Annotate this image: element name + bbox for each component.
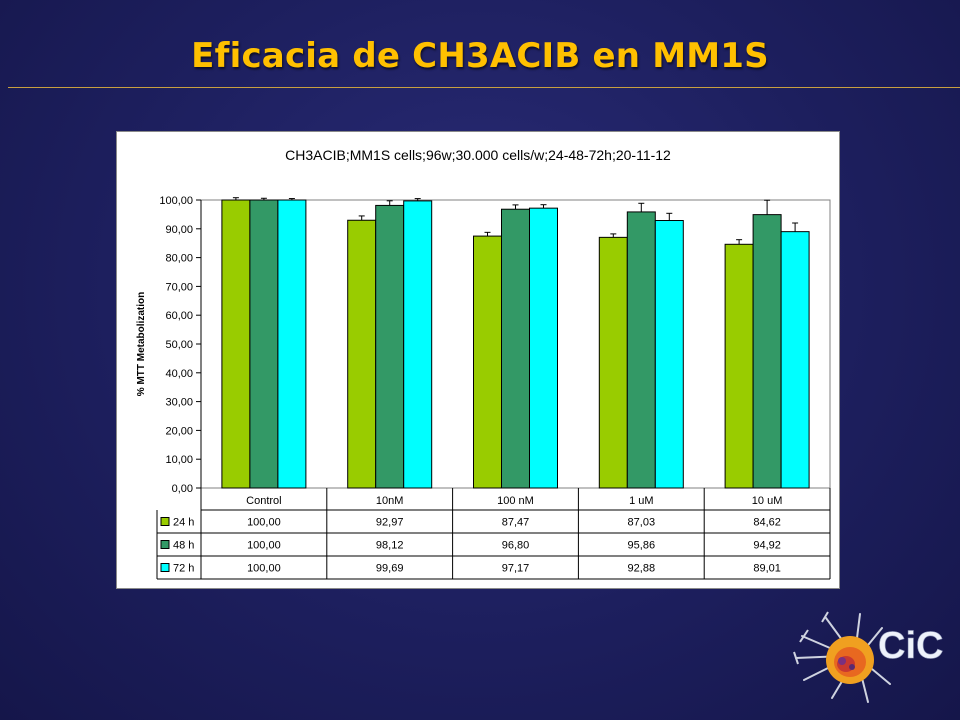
y-tick-label: 50,00 [165,339,193,351]
bar [626,211,656,489]
bar [598,236,628,489]
slide-title: Eficacia de CH3ACIB en MM1S [191,36,769,76]
chart-title: CH3ACIB;MM1S cells;96w;30.000 cells/w;24… [285,147,671,163]
y-tick-label: 90,00 [165,224,193,236]
data-label: 92,88 [628,563,656,575]
legend-label: 48 h [173,540,194,552]
bar [473,235,502,489]
y-tick-label: 80,00 [165,253,193,265]
bar [403,200,433,489]
bar [501,208,530,489]
y-tick-label: 60,00 [165,310,193,322]
data-label: 94,92 [753,540,781,552]
chart-svg: CH3ACIB;MM1S cells;96w;30.000 cells/w;24… [136,147,831,580]
legend-label: 72 h [173,563,194,575]
bar [654,220,684,489]
bar [724,243,754,489]
data-label: 96,80 [502,540,530,552]
bar [347,219,377,489]
bar [529,207,558,489]
data-label: 97,17 [502,563,530,575]
y-tick-label: 100,00 [159,195,193,207]
data-label: 99,69 [376,563,404,575]
y-tick-label: 70,00 [165,281,193,293]
bar [780,231,810,489]
data-label: 98,12 [376,540,404,552]
data-label: 95,86 [628,540,656,552]
category-label: 100 nM [497,495,534,507]
title-divider [8,87,960,88]
bar [752,214,782,489]
bar [375,204,405,489]
category-label: Control [246,495,281,507]
data-label: 87,47 [502,517,530,529]
data-label: 100,00 [247,517,281,529]
data-label: 92,97 [376,517,404,529]
cic-logo: CiC [793,611,944,703]
category-label: 10nM [376,495,404,507]
y-tick-label: 10,00 [165,454,193,466]
data-label: 100,00 [247,563,281,575]
y-tick-label: 20,00 [165,425,193,437]
y-tick-label: 40,00 [165,368,193,380]
data-label: 84,62 [753,517,781,529]
legend-swatch [160,540,170,549]
cancer-cell-logo-icon [793,611,891,703]
category-label: 10 uM [752,495,783,507]
chart-panel: CH3ACIB;MM1S cells;96w;30.000 cells/w;24… [116,131,840,589]
logo-text: CiC [878,625,943,667]
y-axis-label: % MTT Metabolization [136,292,147,396]
y-tick-label: 0,00 [172,483,193,495]
data-label: 100,00 [247,540,281,552]
legend-swatch [160,517,170,526]
legend-swatch [160,563,170,572]
bar [249,199,279,489]
data-label: 89,01 [753,563,781,575]
y-tick-label: 30,00 [165,397,193,409]
data-label: 87,03 [628,517,656,529]
category-label: 1 uM [629,495,653,507]
bar [221,199,251,489]
bar [277,199,307,489]
legend-label: 24 h [173,517,194,529]
